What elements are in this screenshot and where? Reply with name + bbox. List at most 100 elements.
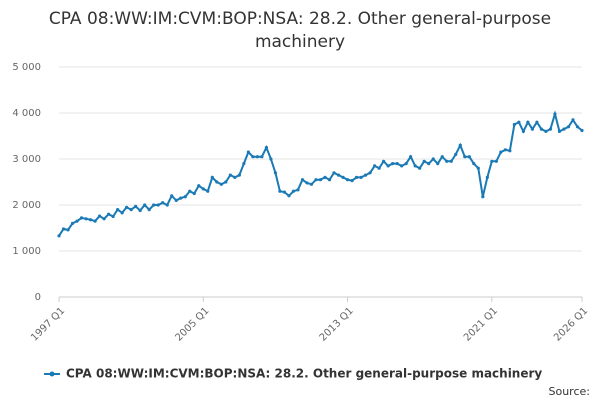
data-point [305, 181, 309, 185]
data-point [57, 234, 61, 238]
data-point [318, 178, 323, 182]
data-point [134, 204, 138, 208]
y-tick-label: 1 000 [12, 246, 41, 257]
data-point [206, 189, 210, 193]
data-point [409, 155, 413, 159]
data-point [336, 173, 341, 177]
data-point [454, 152, 458, 156]
data-point [485, 175, 489, 179]
data-point [431, 157, 435, 161]
legend-marker [49, 371, 55, 377]
data-point [192, 191, 196, 196]
data-point [526, 120, 530, 124]
y-tick-label: 5 000 [12, 62, 41, 73]
data-point [553, 112, 557, 116]
data-point [219, 182, 223, 186]
data-point [445, 159, 449, 163]
data-point [269, 157, 273, 161]
data-point [476, 166, 480, 170]
data-point [88, 218, 93, 222]
data-point [143, 203, 147, 207]
data-point [291, 189, 296, 193]
data-point [467, 155, 471, 159]
chart-title: CPA 08:WW:IM:CVM:BOP:NSA: 28.2. Other ge… [48, 9, 552, 52]
data-point [300, 178, 305, 182]
data-point [242, 162, 246, 166]
data-point [183, 195, 187, 199]
data-point [436, 162, 440, 166]
data-point [404, 162, 408, 166]
data-point [251, 155, 255, 159]
data-point [327, 178, 332, 182]
data-point [296, 188, 300, 192]
data-point [413, 164, 417, 168]
data-point [571, 118, 575, 122]
data-point [93, 219, 97, 223]
data-point [517, 120, 521, 124]
data-point [575, 125, 580, 129]
x-tick-label: 2026 Q1 [552, 305, 590, 343]
data-point [224, 180, 228, 184]
data-point [463, 155, 467, 159]
data-point [278, 189, 282, 193]
data-point [521, 129, 525, 133]
data-point [508, 149, 512, 153]
data-point [472, 162, 476, 166]
data-point [544, 129, 548, 133]
data-point [503, 148, 507, 152]
data-point [539, 127, 544, 131]
data-point [490, 159, 494, 163]
y-tick-label: 2 000 [12, 200, 41, 211]
data-point [332, 171, 336, 175]
data-point [354, 175, 359, 179]
legend-label: CPA 08:WW:IM:CVM:BOP:NSA: 28.2. Other ge… [66, 367, 542, 381]
data-point [557, 129, 562, 133]
y-tick-label: 3 000 [12, 154, 41, 165]
data-point [494, 159, 498, 163]
data-point [499, 150, 503, 154]
data-point [373, 164, 377, 168]
data-point [345, 178, 350, 182]
data-point [147, 208, 151, 212]
data-point [512, 122, 516, 127]
data-point [260, 155, 264, 159]
data-point [120, 211, 124, 215]
data-point [323, 175, 327, 179]
data-point [314, 178, 318, 182]
data-point [377, 166, 381, 170]
data-point [368, 171, 372, 175]
data-point [215, 180, 219, 184]
data-point [282, 190, 287, 194]
data-point [97, 214, 102, 218]
data-point [287, 194, 291, 198]
data-point [458, 143, 462, 147]
x-tick-label: 2005 Q1 [173, 305, 211, 343]
data-point [395, 162, 399, 166]
data-point [179, 196, 183, 200]
data-point [84, 217, 88, 221]
data-point [156, 203, 160, 207]
data-point [102, 217, 106, 221]
data-point [111, 214, 115, 219]
data-point [174, 198, 178, 202]
x-tick-label: 1997 Q1 [29, 305, 67, 343]
data-point [125, 205, 129, 209]
data-point [116, 208, 120, 212]
y-tick-label: 0 [35, 292, 41, 303]
data-point [170, 194, 174, 198]
data-point [246, 150, 250, 154]
data-point [341, 175, 345, 179]
data-point [562, 127, 566, 131]
data-point [548, 127, 553, 131]
x-tick-label: 2013 Q1 [318, 305, 356, 343]
series-line [58, 110, 583, 237]
data-point [129, 208, 133, 212]
data-point [233, 175, 237, 179]
data-point [566, 125, 571, 129]
data-point [382, 159, 386, 163]
data-point [449, 159, 453, 163]
data-point [400, 164, 404, 168]
data-point [61, 227, 66, 231]
data-point [165, 203, 169, 207]
